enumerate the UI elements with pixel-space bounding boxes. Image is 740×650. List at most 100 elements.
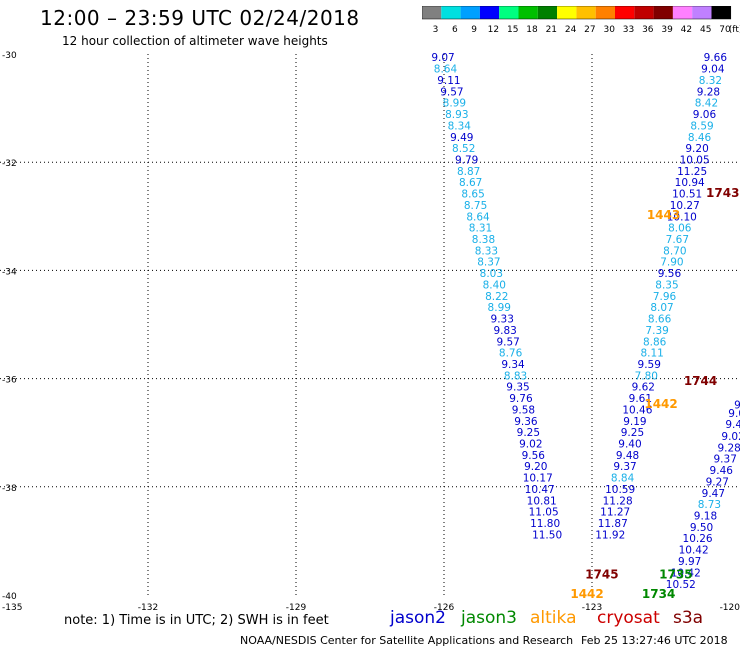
colorbar-swatch: [634, 6, 654, 19]
colorbar-swatch: [576, 6, 596, 19]
wave-height-label: 8.65: [461, 189, 484, 201]
wave-height-label: 7.90: [660, 257, 683, 269]
wave-height-label: 9.28: [717, 442, 740, 454]
colorbar-swatch: [441, 6, 461, 19]
colorbar-swatch: [615, 6, 635, 19]
x-tick-label: -129: [286, 603, 307, 613]
wave-height-label: 10.59: [605, 484, 635, 496]
x-tick-label: -132: [138, 603, 158, 613]
wave-height-label: 10.26: [683, 533, 713, 545]
wave-height-label: 8.07: [650, 302, 673, 314]
wave-height-label: 9.79: [455, 154, 478, 166]
wave-height-label: 8.99: [443, 98, 466, 110]
track-time-label: 1442: [570, 587, 603, 601]
wave-height-label: 7.80: [635, 370, 658, 382]
wave-height-label: 7.96: [653, 291, 677, 303]
wave-height-label: 8.84: [611, 473, 635, 485]
wave-height-label: 8.42: [695, 98, 718, 110]
wave-height-label: 9.33: [491, 314, 514, 326]
wave-height-label: 9.02: [728, 408, 740, 420]
colorbar-swatch: [537, 6, 558, 19]
source-credit: NOAA/NESDIS Center for Satellite Applica…: [240, 634, 574, 647]
wave-height-label: 9.50: [690, 522, 713, 534]
wave-height-label: 10.46: [622, 404, 652, 416]
legend-jason2: jason2: [390, 608, 446, 628]
wave-height-label: 9.11: [437, 75, 460, 87]
wave-height-label: 9.20: [524, 461, 547, 473]
colorbar-label: 45: [700, 25, 711, 35]
wave-height-label: 9.40: [618, 439, 641, 451]
wave-height-label: 8.83: [504, 370, 527, 382]
wave-height-label: 9.3: [734, 400, 740, 412]
wave-height-label: 8.64: [466, 211, 490, 223]
wave-height-label: 8.75: [464, 200, 487, 212]
wave-height-label: 10.47: [525, 484, 555, 496]
wave-height-label: 8.93: [445, 109, 468, 121]
wave-height-label: 10.10: [667, 211, 697, 223]
track-time-label: 1743: [706, 186, 739, 200]
wave-height-label: 10.42: [679, 545, 709, 557]
legend-s3a: s3a: [673, 608, 704, 628]
legend-jason3: jason3: [461, 608, 517, 628]
wave-height-label: 8.33: [475, 245, 498, 257]
y-tick-label: -30: [2, 51, 17, 61]
colorbar-label: 70: [719, 25, 731, 35]
track-time-label: 1744: [684, 374, 717, 388]
wave-height-label: 8.52: [452, 143, 475, 155]
wave-height-label: 9.37: [714, 454, 737, 466]
wave-height-label: 11.80: [530, 518, 560, 530]
wave-height-label: 9.07: [431, 52, 454, 64]
wave-height-label: 11.50: [532, 529, 562, 541]
wave-height-label: 8.22: [485, 291, 508, 303]
wave-height-label: 8.32: [699, 75, 722, 87]
colorbar-swatch: [672, 6, 693, 19]
footnote: note: 1) Time is in UTC; 2) SWH is in fe…: [64, 613, 329, 628]
wave-height-label: 9.49: [450, 132, 473, 144]
colorbar-swatch: [653, 6, 673, 19]
wave-height-label: 9.02: [721, 431, 740, 443]
colorbar-swatch: [711, 6, 731, 19]
wave-height-label: 8.99: [488, 302, 511, 314]
wave-height-label: 8.06: [668, 223, 692, 235]
colorbar-swatch: [422, 6, 442, 19]
generated-timestamp: Feb 25 13:27:46 UTC 2018: [581, 634, 728, 647]
colorbar-label: 3: [433, 25, 439, 35]
y-tick-label: -40: [2, 592, 17, 602]
wave-height-label: 10.17: [523, 473, 553, 485]
legend-altika: altika: [530, 608, 577, 628]
wave-height-label: 9.04: [701, 64, 725, 76]
wave-height-label: 8.64: [434, 64, 458, 76]
wave-height-label: 9.28: [697, 86, 720, 98]
wave-height-label: 9.20: [685, 143, 708, 155]
legend-cryosat: cryosat: [597, 608, 660, 628]
wave-height-label: 9.06: [693, 109, 717, 121]
track-time-label: 1735: [659, 567, 692, 581]
wave-height-label: 9.18: [694, 510, 717, 522]
wave-height-label: 8.87: [457, 166, 480, 178]
colorbar-swatch: [692, 6, 712, 19]
wave-height-label: 8.59: [690, 120, 713, 132]
colorbar-label: 42: [681, 25, 692, 35]
wave-height-label: 10.81: [527, 495, 557, 507]
wave-height-label: 9.02: [519, 439, 542, 451]
wave-height-label: 11.05: [529, 507, 559, 519]
x-tick-label: -120: [720, 603, 740, 613]
wave-height-label: 8.66: [648, 314, 672, 326]
colorbar-label: 9: [471, 25, 477, 35]
colorbar-swatch: [518, 6, 538, 19]
wave-height-label: 9.56: [658, 268, 682, 280]
wave-height-label: 9.59: [638, 359, 661, 371]
y-tick-label: -34: [2, 267, 17, 277]
wave-height-label: 9.57: [496, 336, 519, 348]
wave-height-label: 8.73: [698, 499, 721, 511]
wave-height-label: 9.47: [702, 488, 725, 500]
x-tick-label: -123: [582, 603, 602, 613]
wave-height-label: 11.87: [598, 518, 628, 530]
y-tick-label: -38: [2, 484, 17, 494]
wave-height-label: 7.67: [666, 234, 689, 246]
colorbar-label: 12: [488, 25, 499, 35]
colorbar-label: 18: [526, 25, 538, 35]
colorbar-swatch: [557, 6, 577, 19]
wave-height-label: 10.51: [672, 189, 702, 201]
